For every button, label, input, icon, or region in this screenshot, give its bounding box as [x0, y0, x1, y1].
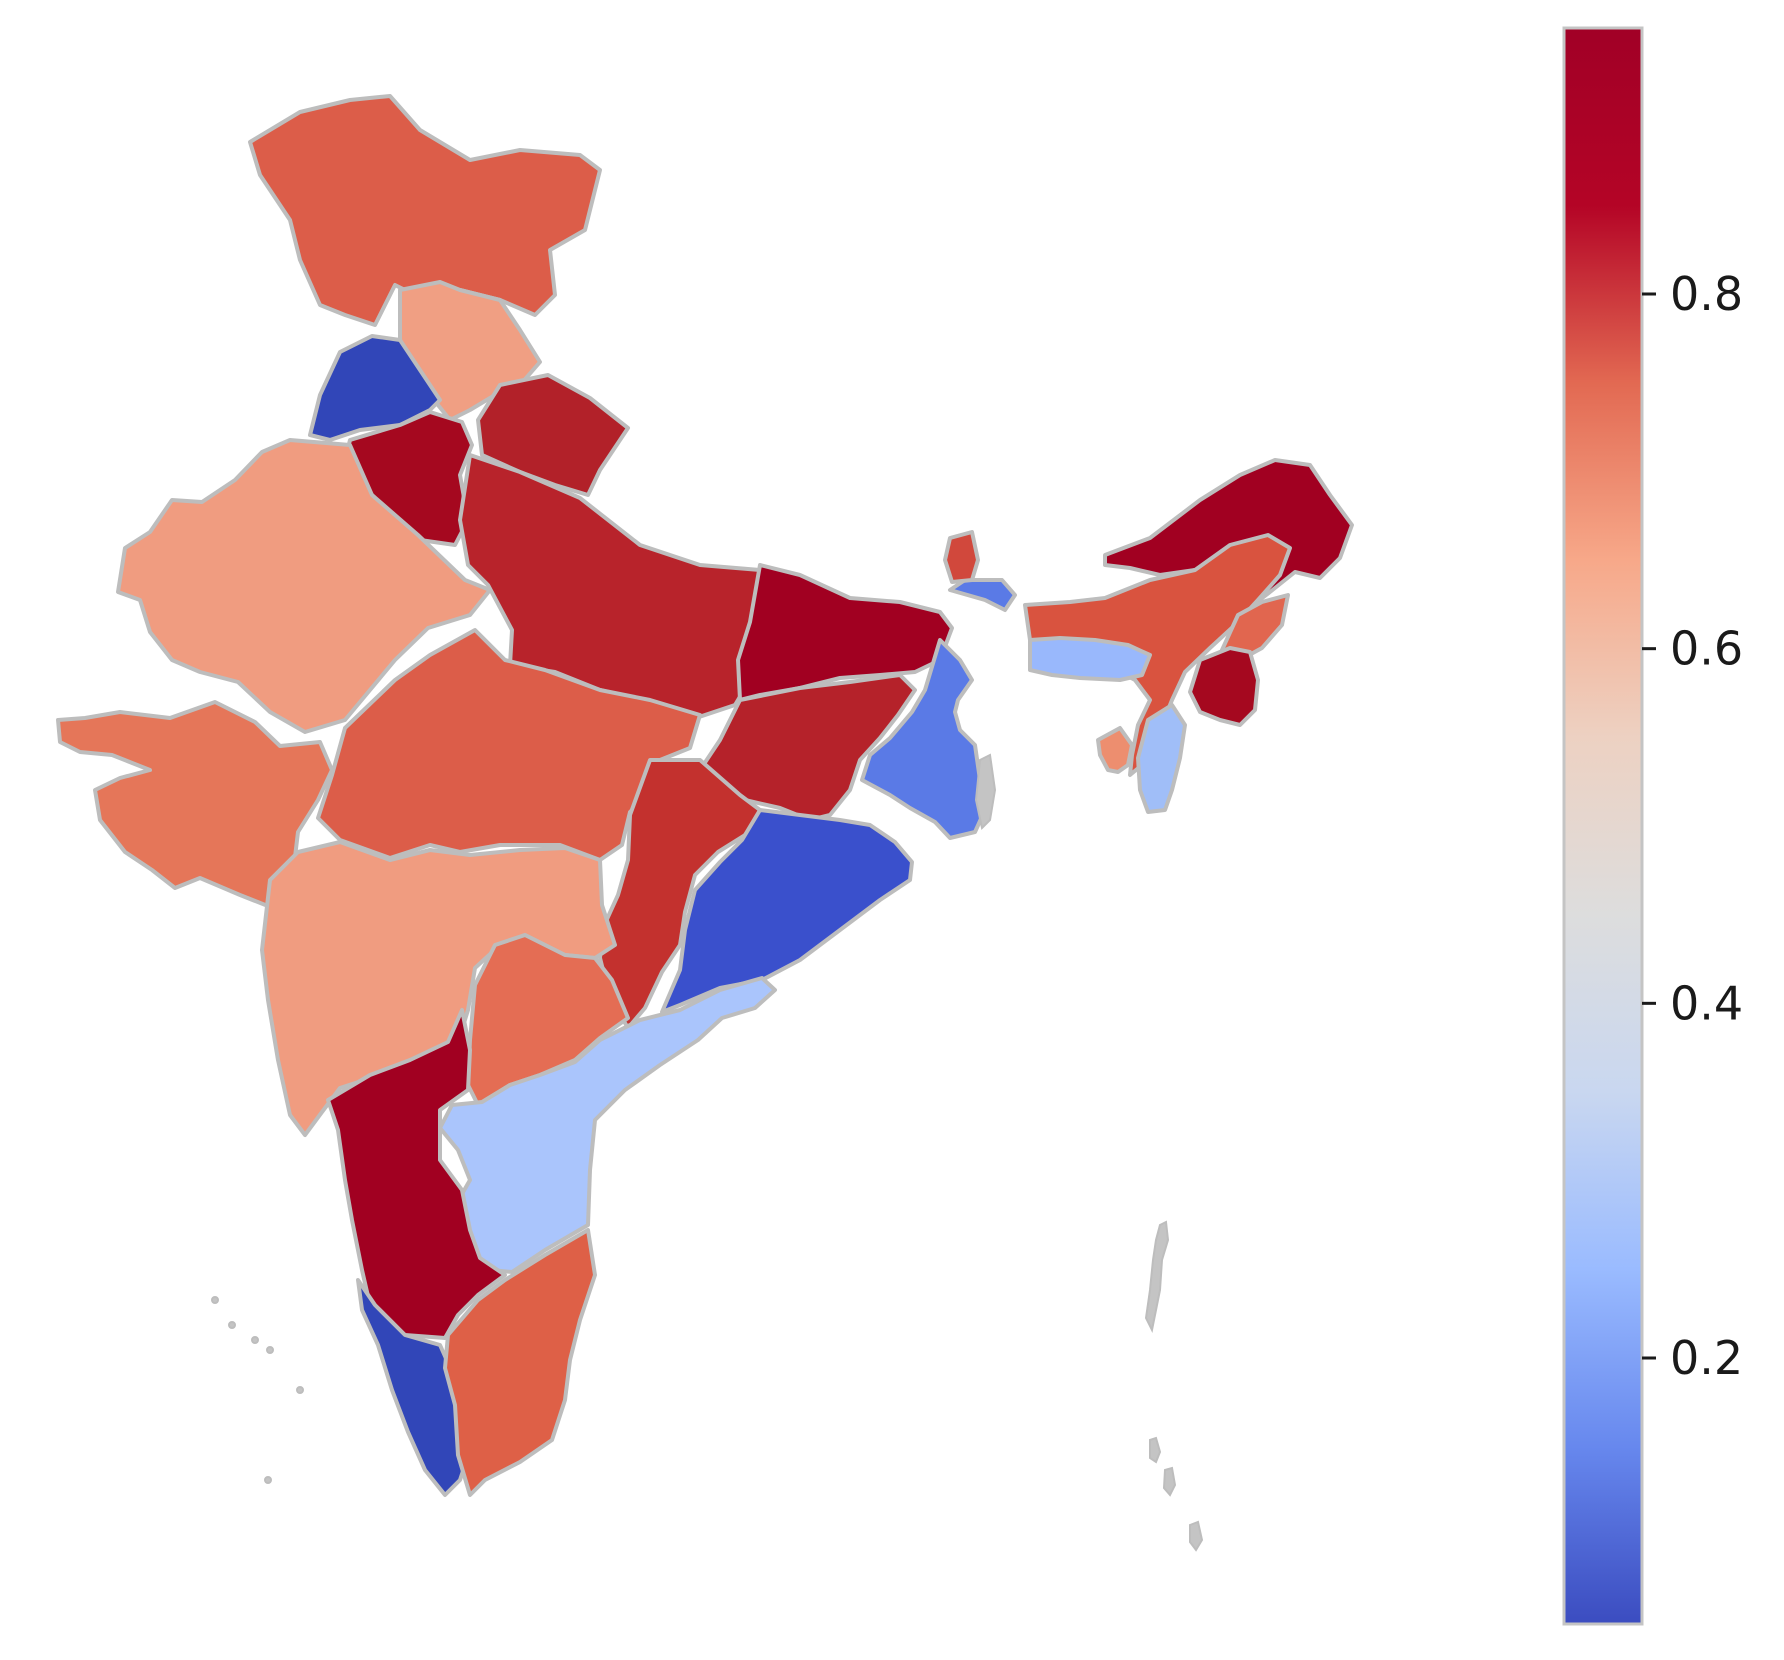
colorbar-tick-label: 0.2 — [1670, 1331, 1743, 1385]
colorbar-tick-label: 0.6 — [1670, 622, 1743, 676]
region-meghalaya — [1028, 636, 1152, 682]
lakshadweep-island — [211, 1296, 219, 1304]
region-manipur — [1188, 646, 1260, 727]
map-regions — [56, 94, 1354, 1497]
colorbar-tick-label: 0.8 — [1670, 267, 1743, 321]
islands — [211, 753, 1204, 1552]
andaman-islands — [1144, 1220, 1170, 1334]
region-andhra-pradesh — [438, 976, 777, 1274]
region-jammu-kashmir — [248, 94, 602, 327]
region-rajasthan — [116, 438, 492, 734]
region-tripura — [1096, 726, 1134, 774]
lakshadweep-island — [228, 1321, 236, 1329]
lakshadweep-island — [264, 1476, 272, 1484]
region-arunachal-pradesh — [1103, 458, 1354, 617]
region-kerala — [356, 1278, 472, 1497]
colorbar-ticks: 0.2 0.4 0.6 0.8 — [1642, 267, 1743, 1385]
colorbar-gradient — [1562, 26, 1644, 1626]
region-karnataka — [326, 1008, 507, 1340]
region-mizoram — [1136, 703, 1187, 814]
colorbar: 0.2 0.4 0.6 0.8 — [1562, 26, 1743, 1626]
region-gujarat — [56, 700, 334, 912]
region-uttarakhand — [476, 373, 630, 497]
lakshadweep-island — [251, 1336, 259, 1344]
region-odisha — [660, 808, 914, 1014]
region-tamil-nadu — [443, 1228, 597, 1497]
nicobar-islands — [1149, 1436, 1204, 1552]
lakshadweep-island — [266, 1346, 274, 1354]
region-bihar — [736, 563, 954, 702]
west-coast-island — [974, 753, 997, 831]
colorbar-tick-label: 0.4 — [1670, 976, 1743, 1030]
region-sikkim — [943, 530, 980, 584]
lakshadweep-island — [296, 1386, 304, 1394]
